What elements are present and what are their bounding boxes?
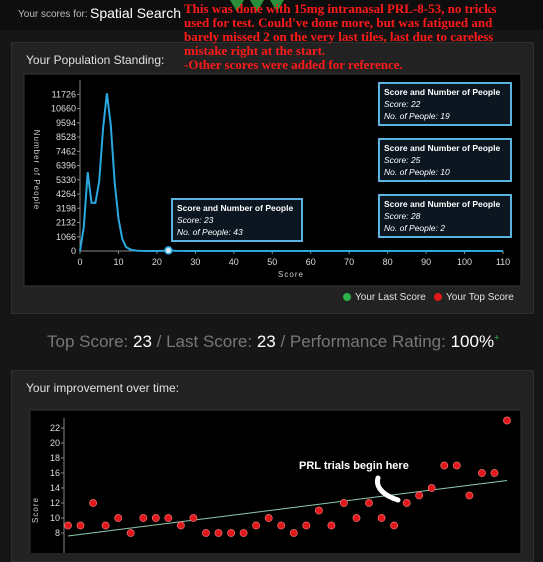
- legend-last-score: Your Last Score: [343, 292, 426, 303]
- improvement-title: Your improvement over time:: [26, 381, 179, 395]
- tooltip-people-label: No. of People:: [177, 227, 231, 237]
- tooltip-score-value: 23: [203, 215, 214, 225]
- annotation: This was done with 15mg intranasal PRL-8…: [184, 2, 540, 72]
- score-summary: Top Score: 23 / Last Score: 23 / Perform…: [47, 332, 499, 352]
- tooltip-score-value: 22: [410, 99, 421, 109]
- tooltip-title: Score and Number of People: [384, 87, 501, 97]
- last-score-label: / Last Score:: [156, 332, 253, 351]
- performance-value: 100%: [450, 332, 495, 351]
- red-dot-icon: [434, 293, 442, 302]
- annotation-line: -Other scores were added for reference.: [184, 57, 403, 72]
- tooltip-people-value: 43: [233, 227, 243, 237]
- legend-top-score: Your Top Score: [434, 292, 514, 303]
- tooltip-people-label: No. of People:: [384, 167, 438, 177]
- top-score-value: 23: [133, 332, 152, 351]
- tooltip-score-label: Score:: [177, 215, 202, 225]
- tooltip-title: Score and Number of People: [384, 143, 501, 153]
- tooltip-people-value: 19: [440, 111, 450, 121]
- tooltip-people-label: No. of People:: [384, 223, 438, 233]
- tooltip-people-label: No. of People:: [384, 111, 438, 121]
- improvement-panel: Your improvement over time:: [11, 370, 534, 562]
- annotation-line: This was done with 15mg intranasal PRL-8…: [184, 1, 497, 16]
- score-tooltip: Score and Number of People Score: 23 No. o…: [171, 198, 303, 242]
- tooltip-score-label: Score:: [384, 155, 409, 165]
- score-tooltip: Score and Number of People Score: 25 No. o…: [378, 138, 512, 182]
- annotation-line: mistake right at the start.: [184, 43, 326, 58]
- population-title: Your Population Standing:: [26, 53, 165, 67]
- score-tooltip: Score and Number of People Score: 22 No. o…: [378, 82, 512, 126]
- legend-last-label: Your Last Score: [355, 292, 426, 303]
- annotation-line: barely missed 2 on the very last tiles, …: [184, 29, 494, 44]
- legend-top-label: Your Top Score: [446, 292, 514, 303]
- tooltip-people-value: 10: [440, 167, 450, 177]
- tooltip-score-label: Score:: [384, 211, 409, 221]
- last-score-value: 23: [256, 332, 276, 351]
- annotation-line: used for test. Could've done more, but w…: [184, 15, 493, 30]
- tooltip-title: Score and Number of People: [384, 199, 501, 209]
- performance-up-icon: +: [494, 332, 500, 343]
- test-name[interactable]: Spatial Search: [90, 5, 182, 21]
- green-dot-icon: [343, 293, 351, 302]
- performance-label: / Performance Rating:: [280, 332, 446, 351]
- tooltip-title: Score and Number of People: [177, 203, 294, 213]
- score-tooltip: Score and Number of People Score: 28 No. o…: [378, 194, 512, 238]
- tooltip-people-value: 2: [440, 223, 445, 233]
- scores-for-label: Your scores for:: [18, 9, 88, 20]
- tooltip-score-label: Score:: [384, 99, 409, 109]
- tooltip-score-value: 28: [410, 211, 421, 221]
- top-score-label: Top Score:: [47, 332, 129, 351]
- top-bar: Your scores for: Spatial Search: [0, 0, 543, 30]
- tooltip-score-value: 25: [410, 155, 421, 165]
